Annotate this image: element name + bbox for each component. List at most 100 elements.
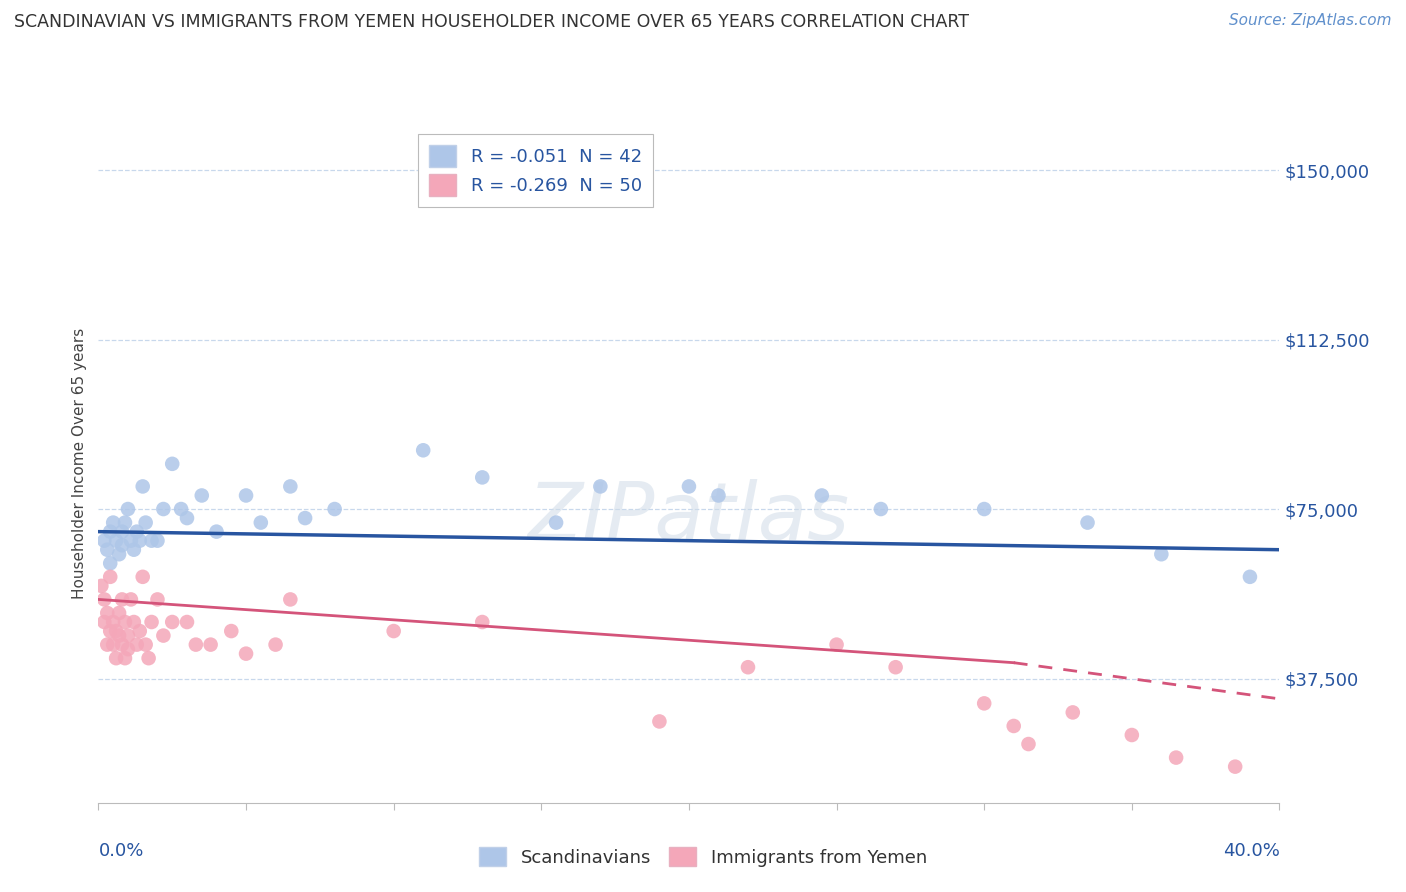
Point <box>111 592 134 607</box>
Point <box>98 570 121 584</box>
Legend: Scandinavians, Immigrants from Yemen: Scandinavians, Immigrants from Yemen <box>472 840 934 874</box>
Point <box>103 638 125 652</box>
Point <box>114 516 136 530</box>
Point <box>973 697 995 711</box>
Point <box>278 479 302 493</box>
Point <box>98 524 121 539</box>
Point <box>382 624 405 638</box>
Point <box>93 615 115 629</box>
Text: 40.0%: 40.0% <box>1223 842 1279 860</box>
Point <box>93 592 115 607</box>
Point <box>111 638 134 652</box>
Point <box>184 638 207 652</box>
Point <box>120 592 142 607</box>
Point <box>122 542 145 557</box>
Point <box>176 511 198 525</box>
Text: ZIPatlas: ZIPatlas <box>527 479 851 558</box>
Point <box>114 651 136 665</box>
Point <box>105 651 128 665</box>
Point <box>108 547 131 561</box>
Point <box>737 660 759 674</box>
Point <box>471 615 494 629</box>
Point <box>264 638 287 652</box>
Point <box>117 629 139 643</box>
Point <box>294 511 316 525</box>
Point <box>1002 719 1025 733</box>
Text: SCANDINAVIAN VS IMMIGRANTS FROM YEMEN HOUSEHOLDER INCOME OVER 65 YEARS CORRELATI: SCANDINAVIAN VS IMMIGRANTS FROM YEMEN HO… <box>14 13 969 31</box>
Point <box>146 592 169 607</box>
Point <box>191 488 214 502</box>
Point <box>111 538 134 552</box>
Point <box>235 488 257 502</box>
Point <box>200 638 222 652</box>
Point <box>205 524 228 539</box>
Point <box>117 502 139 516</box>
Point <box>90 579 112 593</box>
Point <box>108 606 131 620</box>
Point <box>105 624 128 638</box>
Point <box>1239 570 1261 584</box>
Point <box>93 533 115 548</box>
Point <box>125 524 148 539</box>
Legend: R = -0.051  N = 42, R = -0.269  N = 50: R = -0.051 N = 42, R = -0.269 N = 50 <box>418 134 652 207</box>
Y-axis label: Householder Income Over 65 years: Householder Income Over 65 years <box>72 328 87 599</box>
Point <box>250 516 273 530</box>
Point <box>114 615 136 629</box>
Point <box>1017 737 1039 751</box>
Point <box>973 502 995 516</box>
Point <box>1062 706 1084 720</box>
Point <box>1150 547 1173 561</box>
Point <box>810 488 832 502</box>
Point <box>135 638 157 652</box>
Point <box>128 533 150 548</box>
Point <box>96 606 118 620</box>
Point <box>138 651 160 665</box>
Point <box>589 479 612 493</box>
Point <box>162 457 183 471</box>
Point <box>1077 516 1099 530</box>
Point <box>219 624 242 638</box>
Point <box>707 488 730 502</box>
Point <box>884 660 907 674</box>
Point <box>98 556 121 570</box>
Point <box>1121 728 1143 742</box>
Point <box>412 443 434 458</box>
Point <box>162 615 183 629</box>
Point <box>141 533 163 548</box>
Point <box>1223 759 1246 773</box>
Point <box>122 615 145 629</box>
Point <box>141 615 163 629</box>
Point <box>125 638 148 652</box>
Point <box>132 570 155 584</box>
Point <box>146 533 169 548</box>
Point <box>176 615 198 629</box>
Point <box>117 642 139 657</box>
Point <box>471 470 494 484</box>
Point <box>152 502 174 516</box>
Point <box>128 624 150 638</box>
Point <box>170 502 193 516</box>
Point <box>105 533 128 548</box>
Point <box>869 502 891 516</box>
Point <box>648 714 671 729</box>
Point <box>278 592 302 607</box>
Point <box>825 638 848 652</box>
Point <box>96 542 118 557</box>
Point <box>96 638 118 652</box>
Point <box>103 615 125 629</box>
Point <box>678 479 700 493</box>
Text: Source: ZipAtlas.com: Source: ZipAtlas.com <box>1229 13 1392 29</box>
Text: 0.0%: 0.0% <box>98 842 143 860</box>
Point <box>323 502 346 516</box>
Point <box>120 533 142 548</box>
Point <box>235 647 257 661</box>
Point <box>152 629 174 643</box>
Point <box>132 479 155 493</box>
Point <box>103 516 125 530</box>
Point <box>135 516 157 530</box>
Point <box>1164 750 1187 764</box>
Point <box>544 516 567 530</box>
Point <box>108 629 131 643</box>
Point <box>111 524 134 539</box>
Point <box>98 624 121 638</box>
